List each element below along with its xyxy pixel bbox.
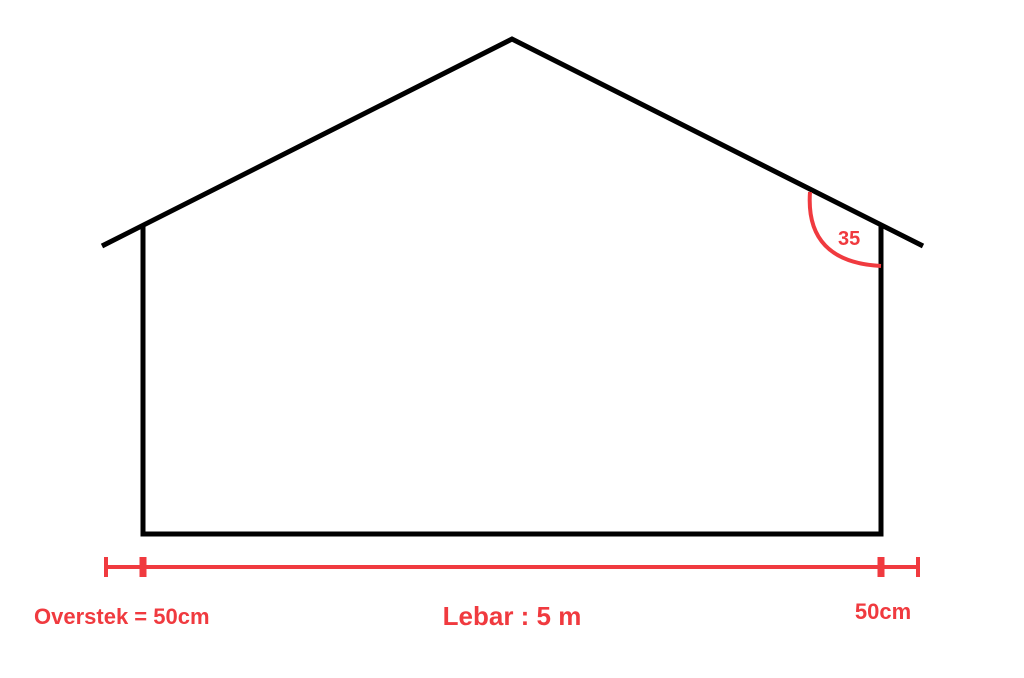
overhang-right-label: 50cm bbox=[855, 599, 911, 624]
walls bbox=[140, 226, 884, 537]
width-label: Lebar : 5 m bbox=[443, 601, 582, 631]
angle-label: 35 bbox=[838, 228, 860, 250]
house bbox=[100, 36, 925, 537]
dimension-line bbox=[104, 557, 920, 577]
roof bbox=[100, 36, 925, 249]
angle-arc bbox=[807, 191, 882, 268]
overhang-left-label: Overstek = 50cm bbox=[34, 604, 210, 629]
